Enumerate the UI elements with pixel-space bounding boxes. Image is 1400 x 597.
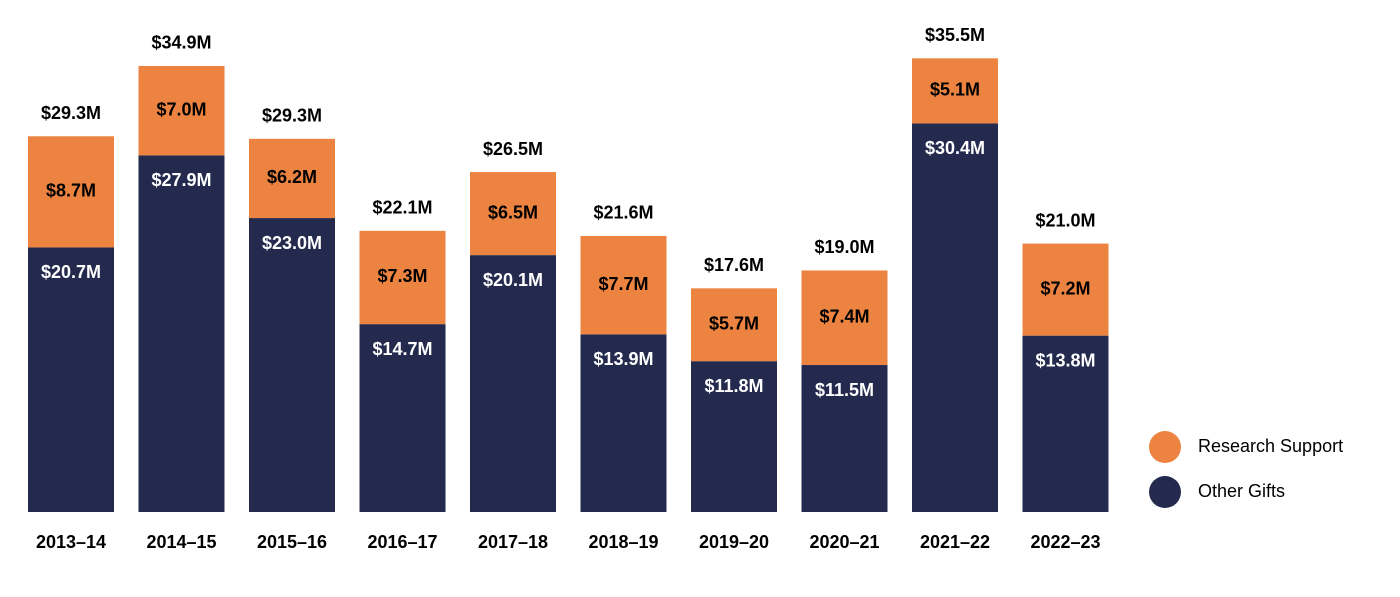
value-label: $13.8M	[1035, 350, 1095, 370]
bar-segment	[138, 65, 225, 156]
x-tick-label: 2014–15	[146, 532, 216, 552]
x-tick-label: 2022–23	[1030, 532, 1100, 552]
bar-segment	[138, 155, 225, 513]
value-label: $14.7M	[372, 339, 432, 359]
bar-segment	[912, 123, 998, 512]
legend-swatch	[1149, 431, 1181, 463]
legend-swatch	[1149, 476, 1181, 508]
x-tick-label: 2021–22	[920, 532, 990, 552]
total-label: $29.3M	[262, 106, 322, 126]
value-label: $7.3M	[377, 266, 427, 286]
value-label: $6.5M	[488, 202, 538, 222]
total-label: $21.0M	[1035, 210, 1095, 230]
x-tick-label: 2018–19	[588, 532, 658, 552]
x-tick-label: 2016–17	[367, 532, 437, 552]
bar-segment	[249, 218, 335, 512]
legend-label: Research Support	[1198, 436, 1343, 456]
value-label: $20.1M	[483, 270, 543, 290]
value-label: $20.7M	[41, 262, 101, 282]
value-label: $7.2M	[1040, 278, 1090, 298]
value-label: $5.7M	[709, 314, 759, 334]
bar-segment	[1022, 335, 1109, 512]
bar-segment	[1022, 243, 1109, 336]
bar-segment	[249, 138, 335, 219]
value-label: $7.0M	[156, 99, 206, 119]
value-label: $5.1M	[930, 80, 980, 100]
total-label: $21.6M	[593, 203, 653, 223]
x-tick-label: 2019–20	[699, 532, 769, 552]
total-label: $34.9M	[151, 33, 211, 53]
value-label: $7.7M	[598, 274, 648, 294]
x-tick-label: 2020–21	[809, 532, 879, 552]
value-label: $8.7M	[46, 181, 96, 201]
total-label: $29.3M	[41, 103, 101, 123]
bar-segment	[359, 324, 446, 512]
total-label: $26.5M	[483, 139, 543, 159]
bar-segment	[912, 58, 998, 124]
bar-segment	[580, 334, 667, 512]
x-tick-label: 2017–18	[478, 532, 548, 552]
value-label: $11.8M	[704, 376, 763, 396]
total-label: $17.6M	[704, 255, 764, 275]
value-label: $13.9M	[593, 349, 653, 369]
x-tick-label: 2015–16	[257, 532, 327, 552]
bar-segment	[580, 235, 667, 335]
bar-segment	[359, 230, 446, 325]
total-label: $19.0M	[814, 237, 874, 257]
bar-segment	[801, 270, 888, 366]
bar-segment	[470, 255, 556, 512]
value-label: $27.9M	[151, 170, 211, 190]
bar-segment	[28, 136, 114, 248]
bar-segment	[691, 361, 777, 512]
value-label: $30.4M	[925, 138, 985, 158]
bar-segment	[470, 172, 556, 256]
legend-label: Other Gifts	[1198, 481, 1285, 501]
value-label: $23.0M	[262, 233, 322, 253]
bar-segment	[691, 288, 777, 362]
total-label: $35.5M	[925, 25, 985, 45]
bar-segment	[28, 247, 114, 513]
value-label: $6.2M	[267, 167, 317, 187]
value-label: $11.5M	[815, 380, 874, 400]
x-tick-label: 2013–14	[36, 532, 106, 552]
total-label: $22.1M	[372, 198, 432, 218]
value-label: $7.4M	[819, 306, 869, 326]
bar-segment	[801, 365, 888, 512]
